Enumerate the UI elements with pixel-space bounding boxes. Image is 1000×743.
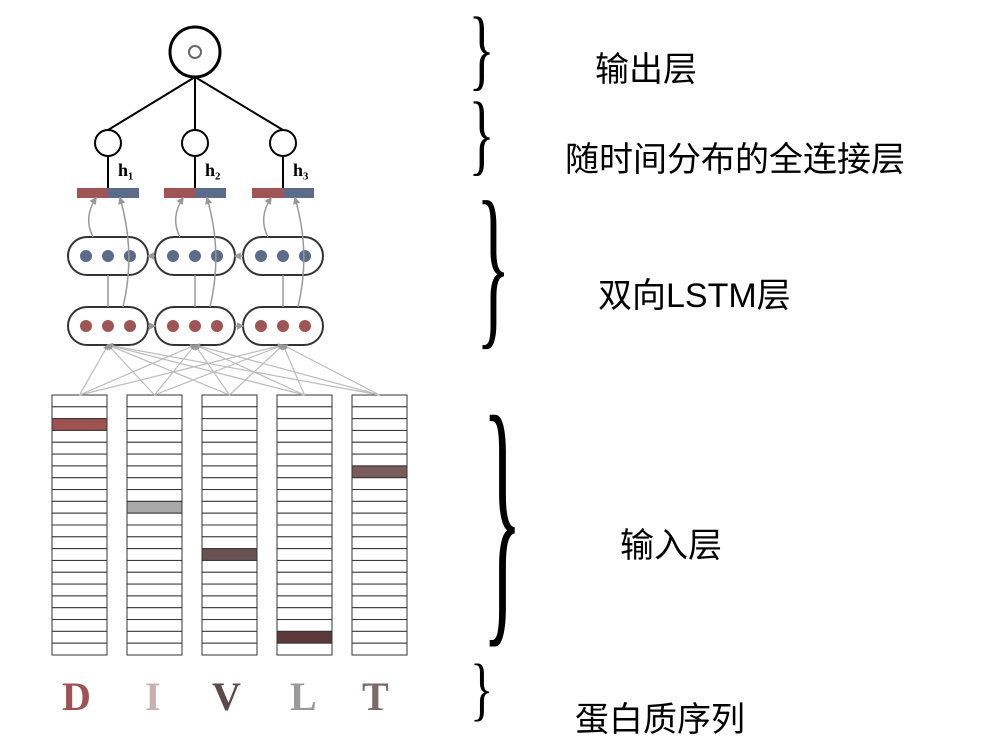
svg-text:h₁: h₁ [118, 160, 133, 180]
label-output: 输出层 [595, 42, 697, 91]
brace-bilstm: } [476, 175, 511, 355]
svg-text:L: L [290, 674, 317, 719]
svg-text:I: I [145, 674, 161, 719]
svg-text:h₂: h₂ [205, 160, 220, 180]
label-sequence: 蛋白质序列 [575, 692, 745, 741]
svg-text:h₃: h₃ [293, 160, 309, 180]
brace-sequence: } [470, 655, 494, 725]
label-bilstm: 双向LSTM层 [598, 268, 791, 317]
svg-text:V: V [212, 674, 241, 719]
brace-input: } [482, 375, 522, 655]
diagram-container: h₁ h₂ h₃ D I V LT } 输出层 } 随时间分布的全连接层 } 双向LSTM层… [0, 0, 1000, 743]
svg-text:D: D [62, 674, 91, 719]
brace-output: } [469, 5, 495, 95]
label-dense: 随时间分布的全连接层 [565, 132, 905, 181]
label-input: 输入层 [620, 518, 722, 567]
svg-text:T: T [362, 674, 389, 719]
